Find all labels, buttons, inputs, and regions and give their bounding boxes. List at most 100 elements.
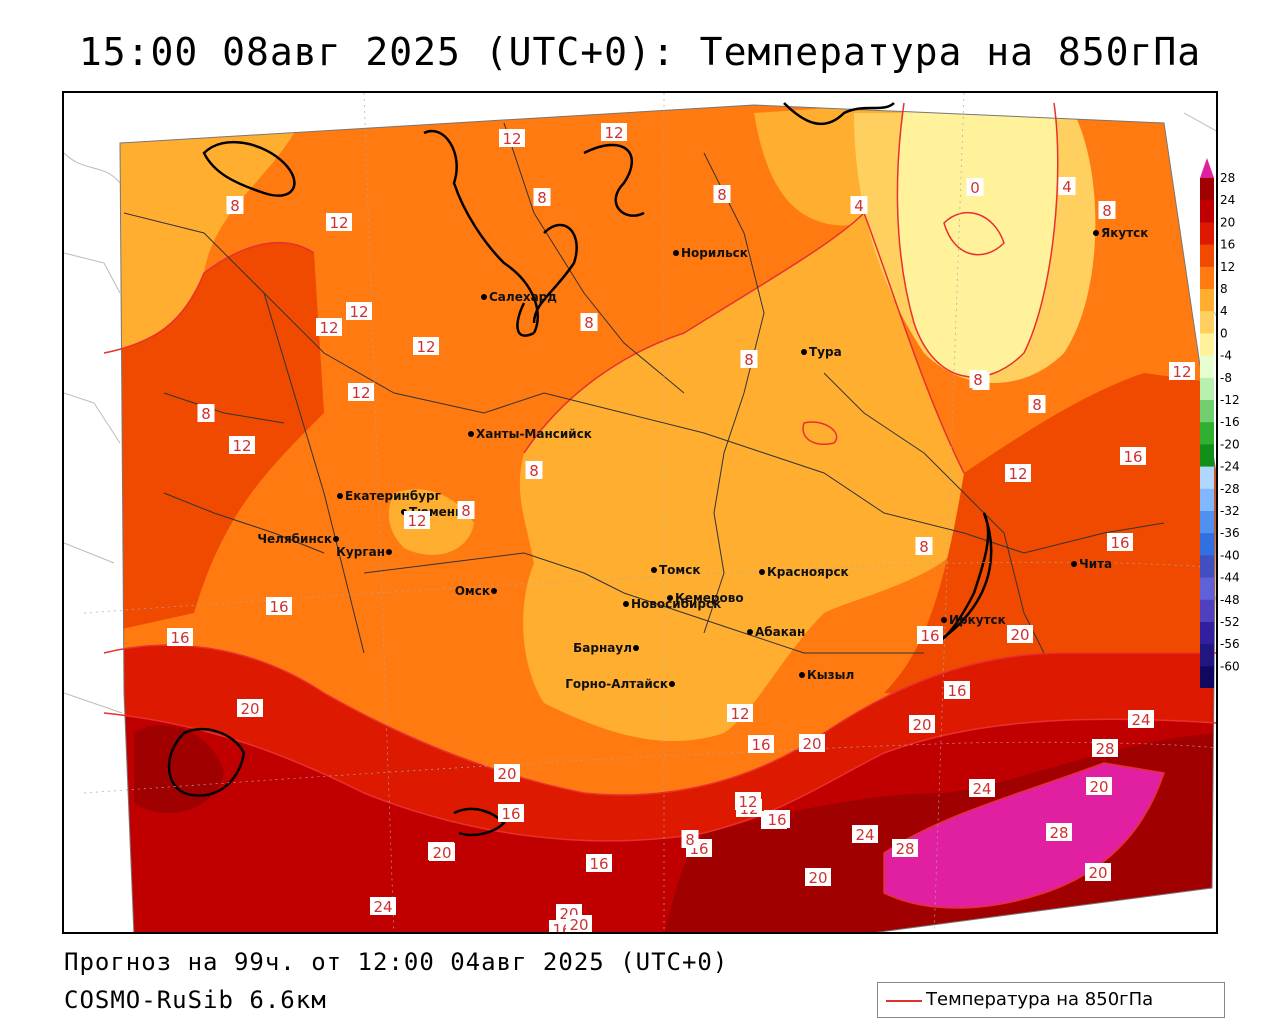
colorbar-tick-label: -28 — [1220, 482, 1240, 496]
colorbar-tick-label: -52 — [1220, 615, 1240, 629]
contour-label-text: 24 — [855, 826, 874, 844]
contour-label: 24 — [969, 779, 995, 798]
colorbar-swatch — [1200, 289, 1214, 312]
contour-label: 0 — [966, 178, 984, 197]
temperature-map[interactable]: Норильск Салехард Тура Якутск Ханты-Мансийск… — [62, 91, 1218, 934]
city-marker[interactable]: Красноярск — [759, 565, 849, 579]
map-legend: Температура на 850гПа — [877, 982, 1225, 1018]
city-dot — [491, 588, 497, 594]
contour-label: 28 — [892, 839, 918, 858]
city-marker[interactable]: Норильск — [673, 246, 748, 260]
city-dot — [468, 431, 474, 437]
city-marker[interactable]: Омск — [455, 584, 497, 598]
contour-label: 12 — [499, 129, 525, 148]
contour-label: 12 — [1005, 464, 1031, 483]
city-marker[interactable]: Якутск — [1093, 226, 1148, 240]
contour-label-text: 16 — [751, 736, 770, 754]
colorbar-swatch — [1200, 533, 1214, 556]
graticule — [83, 93, 1216, 932]
contour-label-text: 16 — [767, 811, 786, 829]
contour-label: 20 — [1086, 777, 1112, 796]
colorbar-swatch — [1200, 266, 1214, 290]
colorbar-tick-label: -60 — [1220, 659, 1240, 673]
contour-label: 12 — [1169, 362, 1195, 381]
colorbar-swatch — [1200, 577, 1214, 601]
contour-label-text: 12 — [1172, 363, 1191, 381]
contour-label-text: 8 — [717, 186, 727, 204]
contour-label-text: 8 — [1032, 396, 1042, 414]
city-marker[interactable]: Челябинск — [257, 532, 339, 546]
city-label: Новосибирск — [631, 597, 721, 611]
city-marker[interactable]: Кызыл — [799, 668, 854, 682]
colorbar-ramp: 28 24 20 16 12 8 4 0 -4 -8 -12 -16 -20 -24 -28 -32 -36 -4… — [1200, 158, 1240, 699]
contour-label: 24 — [370, 897, 396, 916]
legend-line-swatch — [886, 1000, 922, 1002]
contour-label-text: 8 — [744, 351, 754, 369]
colorbar-swatch — [1200, 222, 1214, 246]
contour-label: 28 — [1046, 823, 1072, 842]
map-title: 15:00 08авг 2025 (UTC+0): Температура на… — [78, 30, 1202, 74]
city-marker[interactable]: Новосибирск — [623, 597, 721, 611]
city-dot — [633, 645, 639, 651]
city-marker[interactable]: Иркутск — [941, 613, 1006, 627]
contour-label: 24 — [852, 825, 878, 844]
contour-label: 20 — [909, 715, 935, 734]
city-dot — [941, 617, 947, 623]
city-marker[interactable]: Курган — [336, 545, 392, 559]
city-marker[interactable]: Горно-Алтайск — [565, 677, 675, 691]
contour-label-text: 20 — [569, 916, 588, 934]
contour-label-text: 16 — [501, 805, 520, 823]
city-dot — [1071, 561, 1077, 567]
contour-label-text: 8 — [230, 197, 240, 215]
city-label: Тура — [809, 345, 842, 359]
contour-label: 8 — [226, 196, 244, 215]
city-label: Челябинск — [257, 532, 332, 546]
contour-label: 12 — [601, 123, 627, 142]
contour-label: 16 — [1107, 533, 1133, 552]
city-label: Якутск — [1101, 226, 1148, 240]
city-marker[interactable]: Кемерово — [667, 591, 744, 605]
contour-label-text: 12 — [738, 793, 757, 811]
contour-label-text: 12 — [329, 214, 348, 232]
contour-label: 20 — [429, 843, 455, 862]
colorbar-tick-label: -4 — [1220, 349, 1232, 363]
city-marker[interactable]: Екатеринбург — [337, 489, 441, 503]
contour-label-text: 8 — [919, 538, 929, 556]
city-label: Ханты-Мансийск — [476, 427, 592, 441]
city-marker[interactable]: Чита — [1071, 557, 1112, 571]
contour-label-text: 12 — [232, 437, 251, 455]
city-marker[interactable]: Тура — [801, 345, 842, 359]
contour-label-text: 8 — [973, 371, 983, 389]
city-label: Красноярск — [767, 565, 849, 579]
city-label: Салехард — [489, 290, 557, 304]
city-marker[interactable]: Томск — [651, 563, 701, 577]
colorbar-swatch — [1200, 311, 1214, 334]
city-marker[interactable]: Барнаул — [573, 641, 639, 655]
city-label: Курган — [336, 545, 385, 559]
colorbar-tick-label: 0 — [1220, 326, 1228, 340]
city-dot — [747, 629, 753, 635]
contour-label-text: 12 — [349, 303, 368, 321]
city-label: Томск — [659, 563, 701, 577]
colorbar-tick-label: -8 — [1220, 371, 1232, 385]
colorbar-swatch — [1200, 377, 1214, 401]
city-marker[interactable]: Абакан — [747, 625, 805, 639]
contour-label: 8 — [1098, 201, 1116, 220]
contour-label-text: 8 — [584, 314, 594, 332]
contour-label: 20 — [1007, 625, 1033, 644]
contour-label: 16 — [764, 810, 790, 829]
contour-label-text: 24 — [373, 898, 392, 916]
contour-label-text: 12 — [1008, 465, 1027, 483]
city-marker[interactable]: Салехард — [481, 290, 557, 304]
contour-label: 24 — [1128, 710, 1154, 729]
city-label: Норильск — [681, 246, 748, 260]
contour-label-text: 20 — [240, 700, 259, 718]
colorbar-swatch — [1200, 466, 1214, 490]
city-dot — [801, 349, 807, 355]
colorbar-tick-label: -40 — [1220, 548, 1240, 562]
colorbar-swatch — [1200, 444, 1214, 468]
city-label: Барнаул — [573, 641, 632, 655]
contour-label: 8 — [197, 404, 215, 423]
city-marker[interactable]: Ханты-Мансийск — [468, 427, 592, 441]
contour-label-text: 20 — [912, 716, 931, 734]
